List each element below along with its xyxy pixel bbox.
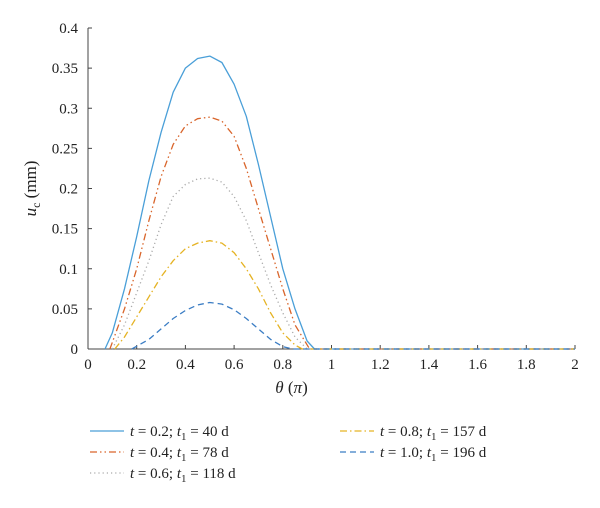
x-tick-label: 0.2 [127, 357, 146, 373]
y-axis-label: uc (mm) [21, 161, 43, 217]
legend-entry-2: t = 0.4; t1 = 78 d [90, 445, 229, 464]
y-tick-label: 0.4 [59, 21, 78, 37]
x-tick-label: 1 [328, 357, 336, 373]
legend-label: t = 0.4; t1 = 78 d [130, 445, 229, 464]
x-tick-label: 0.4 [176, 357, 195, 373]
legend-entry-5: t = 1.0; t1 = 196 d [340, 445, 487, 464]
y-tick-label: 0.1 [59, 262, 78, 278]
x-axis-label: θ (π) [275, 378, 307, 397]
legend-label: t = 0.8; t1 = 157 d [380, 424, 487, 443]
x-tick-label: 1.6 [468, 357, 487, 373]
legend-label: t = 0.6; t1 = 118 d [130, 466, 236, 485]
y-tick-label: 0.35 [52, 61, 78, 77]
legend-entry-4: t = 0.8; t1 = 157 d [340, 424, 487, 443]
y-tick-label: 0.3 [59, 101, 78, 117]
legend-label: t = 0.2; t1 = 40 d [130, 424, 229, 443]
series-line-5 [131, 301, 575, 350]
y-tick-label: 0.25 [52, 141, 78, 157]
x-tick-label: 0 [84, 357, 92, 373]
series-line-3 [111, 177, 575, 350]
plot-lines [104, 55, 575, 350]
series-line-1 [104, 55, 575, 350]
series-line-2 [109, 116, 575, 350]
x-tick-label: 2 [571, 357, 579, 373]
y-tick-label: 0.05 [52, 302, 78, 318]
legend-entry-1: t = 0.2; t1 = 40 d [90, 424, 229, 443]
axes: 0 0.2 0.4 0.6 0.8 1 1.2 1.4 1.6 1.8 2 0 0.05 0.1 0.15 0… [21, 21, 579, 397]
x-tick-label: 1.4 [420, 357, 439, 373]
legend-label: t = 1.0; t1 = 196 d [380, 445, 487, 464]
series-line-4 [114, 240, 575, 350]
y-tick-label: 0.2 [59, 182, 78, 198]
x-tick-label: 0.6 [225, 357, 244, 373]
x-tick-label: 0.8 [273, 357, 292, 373]
x-tick-label: 1.2 [371, 357, 390, 373]
y-tick-label: 0.15 [52, 222, 78, 238]
legend: t = 0.2; t1 = 40 d t = 0.4; t1 = 78 d t = … [90, 424, 487, 485]
y-tick-label: 0 [71, 342, 79, 358]
x-tick-label: 1.8 [517, 357, 536, 373]
legend-entry-3: t = 0.6; t1 = 118 d [90, 466, 236, 485]
